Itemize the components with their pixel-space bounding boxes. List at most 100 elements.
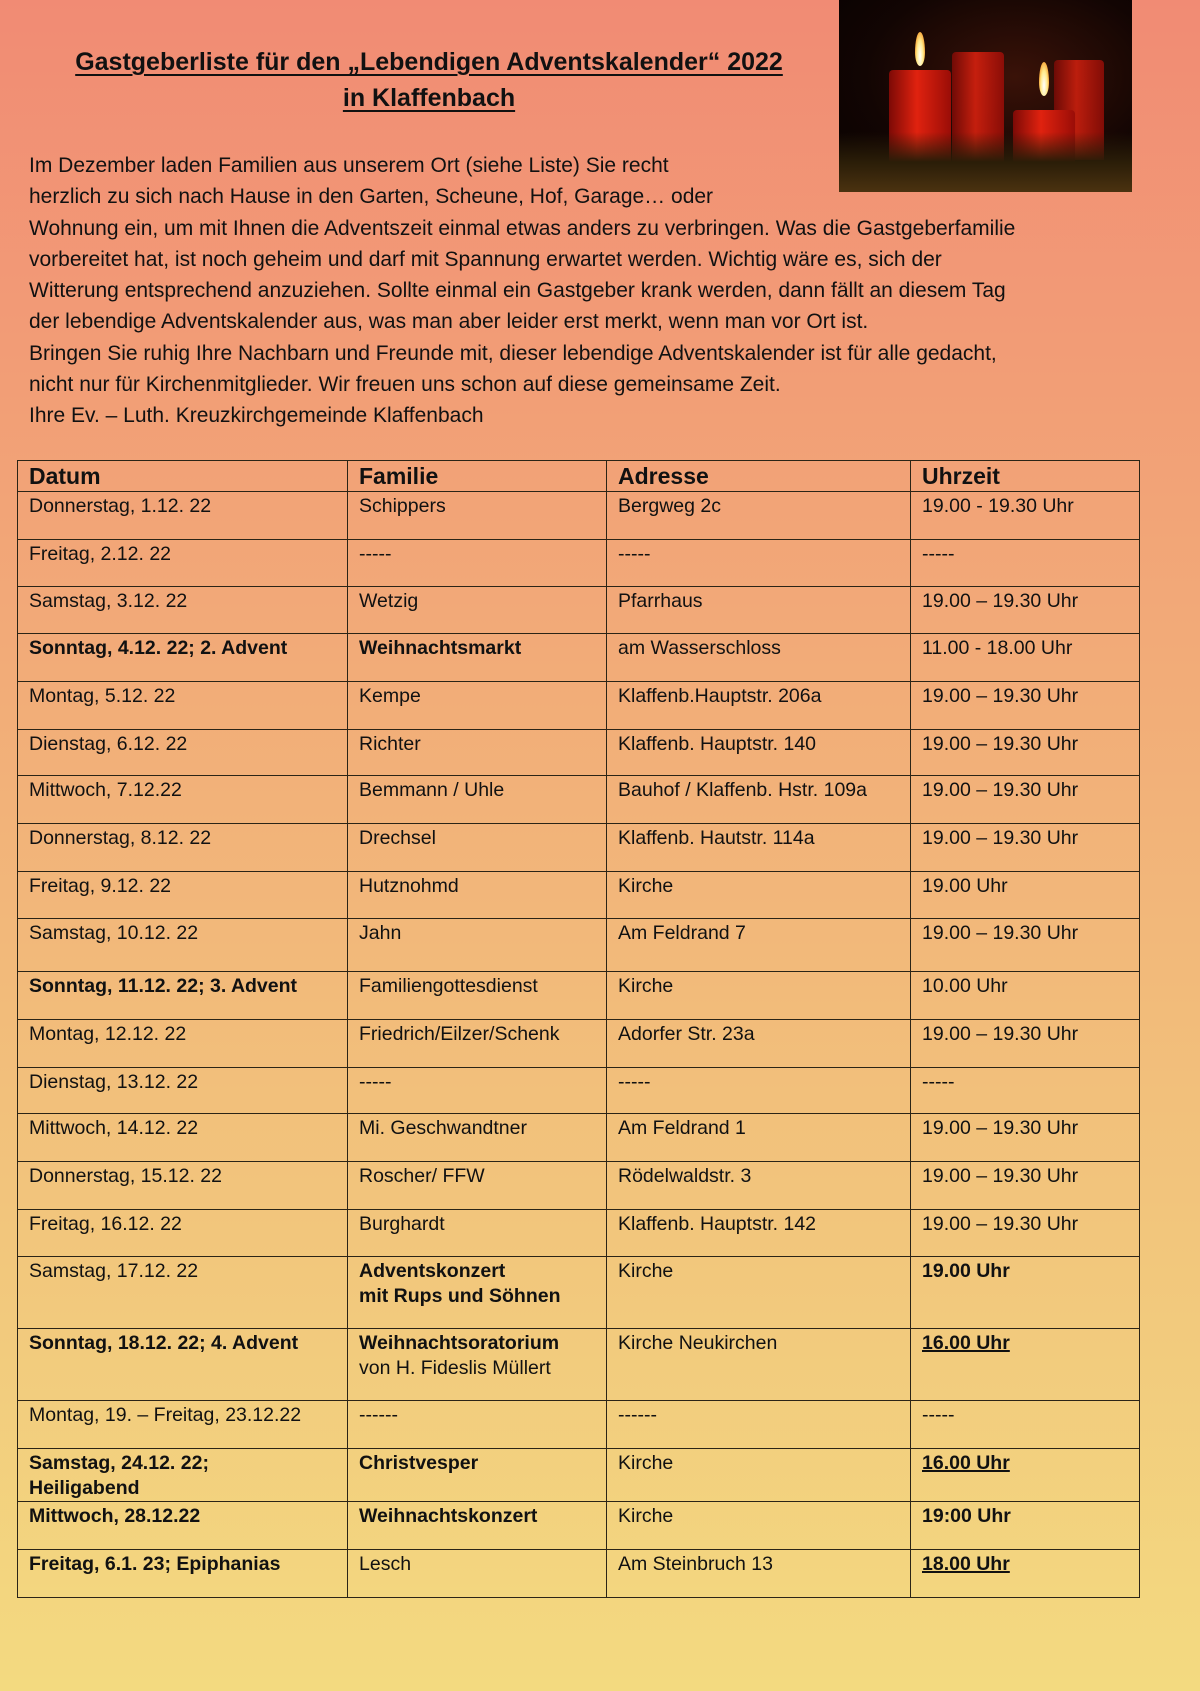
address-cell-text: Pfarrhaus xyxy=(618,590,703,612)
address-cell: Klaffenb. Hauptstr. 142 xyxy=(606,1209,911,1257)
table-row: Dienstag, 6.12. 22 Richter Klaffenb. Haupt… xyxy=(17,729,1140,776)
time-cell-text: 19.00 – 19.30 Uhr xyxy=(922,1023,1079,1045)
time-cell: 11.00 - 18.00 Uhr xyxy=(910,633,1140,682)
date-cell: Freitag, 16.12. 22 xyxy=(17,1209,348,1257)
time-cell-text: 19.00 – 19.30 Uhr xyxy=(922,779,1079,801)
address-cell: ----- xyxy=(606,1067,911,1114)
address-cell: ----- xyxy=(606,539,911,587)
date-cell: Mittwoch, 28.12.22 xyxy=(17,1501,348,1550)
time-cell-text: 18.00 Uhr xyxy=(922,1553,1010,1575)
date-cell-text: Sonntag, 4.12. 22; 2. Advent xyxy=(29,637,288,659)
family-cell-text-line2: von H. Fideslis Müllert xyxy=(359,1357,551,1379)
time-cell-text: 19.00 – 19.30 Uhr xyxy=(922,590,1079,612)
date-cell: Mittwoch, 7.12.22 xyxy=(17,775,348,824)
time-cell-text: 19.00 – 19.30 Uhr xyxy=(922,827,1079,849)
date-cell-text: Montag, 12.12. 22 xyxy=(29,1023,187,1045)
address-cell: ------ xyxy=(606,1400,911,1449)
family-cell-text: Schippers xyxy=(359,495,446,517)
time-cell-text: ----- xyxy=(922,1071,955,1093)
date-cell: Samstag, 17.12. 22 xyxy=(17,1256,348,1329)
family-cell: Hutznohmd xyxy=(347,871,607,919)
family-cell-text: Richter xyxy=(359,733,421,755)
address-cell: Kirche xyxy=(606,971,911,1020)
header-address: Adresse xyxy=(606,460,911,492)
family-cell: Jahn xyxy=(347,918,607,972)
family-cell-text: ------ xyxy=(359,1404,398,1426)
date-cell: Montag, 12.12. 22 xyxy=(17,1019,348,1068)
address-cell-text: Kirche Neukirchen xyxy=(618,1332,778,1354)
family-cell-text: Hutznohmd xyxy=(359,875,459,897)
table-row: Dienstag, 13.12. 22 ----- ----- ----- xyxy=(17,1067,1140,1114)
time-cell: ----- xyxy=(910,1400,1140,1449)
date-cell-text: Samstag, 17.12. 22 xyxy=(29,1260,199,1282)
date-cell-text: Samstag, 3.12. 22 xyxy=(29,590,188,612)
address-cell-text: Rödelwaldstr. 3 xyxy=(618,1165,752,1187)
address-cell-text: Am Steinbruch 13 xyxy=(618,1553,774,1575)
time-cell: 10.00 Uhr xyxy=(910,971,1140,1020)
family-cell: Familiengottesdienst xyxy=(347,971,607,1020)
intro-line: Witterung entsprechend anzuziehen. Sollt… xyxy=(29,279,1006,303)
family-cell-text: ----- xyxy=(359,1071,392,1093)
time-cell: ----- xyxy=(910,1067,1140,1114)
date-cell-text: Montag, 5.12. 22 xyxy=(29,685,176,707)
address-cell: Kirche xyxy=(606,1501,911,1550)
address-cell-text: Bergweg 2c xyxy=(618,495,721,517)
time-cell: 19.00 – 19.30 Uhr xyxy=(910,918,1140,972)
intro-line: nicht nur für Kirchenmitglieder. Wir fre… xyxy=(29,373,781,397)
header-family: Familie xyxy=(347,460,607,492)
family-cell-text: Drechsel xyxy=(359,827,436,849)
family-cell: Adventskonzert mit Rups und Söhnen xyxy=(347,1256,607,1329)
date-cell: Donnerstag, 15.12. 22 xyxy=(17,1161,348,1210)
family-cell-text: Adventskonzert xyxy=(359,1260,506,1282)
table-row: Donnerstag, 15.12. 22 Roscher/ FFW Rödelwa… xyxy=(17,1161,1140,1210)
time-cell-text: 11.00 - 18.00 Uhr xyxy=(922,637,1073,659)
date-cell: Sonntag, 11.12. 22; 3. Advent xyxy=(17,971,348,1020)
family-cell: Roscher/ FFW xyxy=(347,1161,607,1210)
time-cell-text: ----- xyxy=(922,543,955,565)
family-cell: Weihnachtskonzert xyxy=(347,1501,607,1550)
date-cell: Mittwoch, 14.12. 22 xyxy=(17,1113,348,1162)
intro-text: Im Dezember laden Familien aus unserem O… xyxy=(29,150,1149,432)
time-cell: 19.00 – 19.30 Uhr xyxy=(910,681,1140,730)
flame-icon xyxy=(1039,62,1049,96)
address-cell: Am Feldrand 7 xyxy=(606,918,911,972)
date-cell-text: Freitag, 2.12. 22 xyxy=(29,543,172,565)
date-cell: Samstag, 10.12. 22 xyxy=(17,918,348,972)
family-cell: Lesch xyxy=(347,1549,607,1598)
date-cell-text-line2: Heiligabend xyxy=(29,1477,140,1499)
header-time: Uhrzeit xyxy=(910,460,1140,492)
time-cell: 19.00 – 19.30 Uhr xyxy=(910,1113,1140,1162)
family-cell: Friedrich/Eilzer/Schenk xyxy=(347,1019,607,1068)
table-row: Montag, 5.12. 22 Kempe Klaffenb.Hauptstr. … xyxy=(17,681,1140,730)
date-cell: Freitag, 6.1. 23; Epiphanias xyxy=(17,1549,348,1598)
address-cell: am Wasserschloss xyxy=(606,633,911,682)
time-cell-text: 19.00 - 19.30 Uhr xyxy=(922,495,1074,517)
table-row: Freitag, 6.1. 23; Epiphanias Lesch Am Stei… xyxy=(17,1549,1140,1598)
title-line-2: in Klaffenbach xyxy=(342,84,516,112)
table-row: Montag, 19. – Freitag, 23.12.22 ------ ---… xyxy=(17,1400,1140,1449)
time-cell-text: 19:00 Uhr xyxy=(922,1505,1011,1527)
table-row: Freitag, 2.12. 22 ----- ----- ----- xyxy=(17,539,1140,587)
header-date: Datum xyxy=(17,460,348,492)
time-cell: 19.00 – 19.30 Uhr xyxy=(910,823,1140,872)
time-cell: 19.00 Uhr xyxy=(910,1256,1140,1329)
address-cell-text: Kirche xyxy=(618,1452,674,1474)
time-cell: 19.00 – 19.30 Uhr xyxy=(910,586,1140,634)
address-cell: Rödelwaldstr. 3 xyxy=(606,1161,911,1210)
address-cell: Am Steinbruch 13 xyxy=(606,1549,911,1598)
family-cell-text: Friedrich/Eilzer/Schenk xyxy=(359,1023,560,1045)
family-cell-text: Wetzig xyxy=(359,590,419,612)
intro-line: herzlich zu sich nach Hause in den Garte… xyxy=(29,185,714,209)
family-cell: Weihnachtsoratorium von H. Fideslis Mülle… xyxy=(347,1328,607,1401)
address-cell: Kirche xyxy=(606,1256,911,1329)
address-cell-text: am Wasserschloss xyxy=(618,637,781,659)
date-cell-text: Montag, 19. – Freitag, 23.12.22 xyxy=(29,1404,302,1426)
date-cell-text: Freitag, 9.12. 22 xyxy=(29,875,172,897)
table-row: Samstag, 24.12. 22; Heiligabend Christvesp… xyxy=(17,1448,1140,1502)
time-cell: 16.00 Uhr xyxy=(910,1328,1140,1401)
date-cell-text: Samstag, 10.12. 22 xyxy=(29,922,199,944)
time-cell: ----- xyxy=(910,539,1140,587)
date-cell: Sonntag, 4.12. 22; 2. Advent xyxy=(17,633,348,682)
address-cell: Klaffenb.Hauptstr. 206a xyxy=(606,681,911,730)
time-cell: 19.00 – 19.30 Uhr xyxy=(910,1161,1140,1210)
